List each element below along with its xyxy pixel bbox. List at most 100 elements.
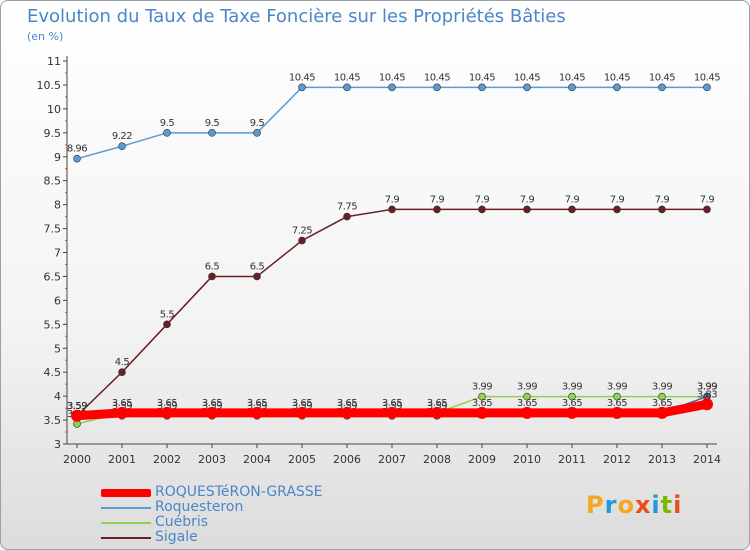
data-point xyxy=(73,154,81,163)
x-tick-label: 2008 xyxy=(423,453,451,466)
data-point xyxy=(118,142,126,151)
data-point xyxy=(523,205,531,214)
data-point xyxy=(658,83,666,92)
logo-letter: r xyxy=(604,491,618,519)
x-tick-label: 2007 xyxy=(378,453,406,466)
data-point xyxy=(523,392,531,401)
data-point xyxy=(523,83,531,92)
data-label: 9.22 xyxy=(112,131,132,142)
data-point xyxy=(343,83,351,92)
data-label: 7.9 xyxy=(430,194,445,205)
data-point xyxy=(613,205,621,214)
data-point xyxy=(568,83,576,92)
legend-item-cuebris: Cuébris xyxy=(101,515,323,530)
data-label: 3.65 xyxy=(337,398,357,409)
data-label: 3.65 xyxy=(202,398,222,409)
legend-item-sigale: Sigale xyxy=(101,530,323,545)
x-tick-label: 2002 xyxy=(153,453,181,466)
data-point xyxy=(341,406,353,419)
data-point xyxy=(568,392,576,401)
data-label: 3.59 xyxy=(157,401,177,412)
data-label: 10.45 xyxy=(289,72,315,83)
data-point xyxy=(476,406,488,419)
data-label: 10.45 xyxy=(379,72,405,83)
y-tick-label: 7.5 xyxy=(44,223,62,236)
data-label: 10.45 xyxy=(559,72,585,83)
data-label: 3.99 xyxy=(517,382,537,393)
legend-label: ROQUESTéRON-GRASSE xyxy=(155,484,323,500)
legend-item-roquesteron-grasse: ROQUESTéRON-GRASSE xyxy=(101,485,323,500)
data-point xyxy=(118,368,126,376)
legend-swatch xyxy=(101,521,151,524)
chart-title: Evolution du Taux de Taxe Foncière sur l… xyxy=(27,6,566,27)
data-point xyxy=(298,236,306,245)
data-label: 3.59 xyxy=(337,401,357,412)
data-label: 5.5 xyxy=(160,309,175,320)
data-point xyxy=(253,272,261,281)
y-tick-label: 11 xyxy=(47,55,61,68)
data-label: 7.9 xyxy=(700,194,715,205)
data-point xyxy=(568,205,576,214)
data-point xyxy=(163,320,171,329)
data-label: 3.65 xyxy=(427,398,447,409)
data-point xyxy=(703,205,711,214)
y-tick-label: 3 xyxy=(54,438,61,451)
x-tick-label: 2011 xyxy=(558,453,586,466)
logo-letter: o xyxy=(617,491,635,519)
y-tick-label: 3.5 xyxy=(44,414,62,427)
data-label: 7.25 xyxy=(292,226,312,237)
data-label: 6.5 xyxy=(250,261,265,272)
data-label: 10.45 xyxy=(514,72,540,83)
data-label: 7.9 xyxy=(385,194,400,205)
data-point xyxy=(521,406,533,419)
data-point xyxy=(161,406,173,419)
data-point xyxy=(658,205,666,214)
data-label: 7.9 xyxy=(520,194,535,205)
y-tick-label: 5 xyxy=(54,342,61,355)
data-point xyxy=(611,406,623,419)
data-point xyxy=(431,406,443,419)
chart-subtitle: (en %) xyxy=(27,30,64,43)
data-label: 8.96 xyxy=(67,144,87,155)
data-label: 4.5 xyxy=(115,357,130,368)
data-point xyxy=(296,406,308,419)
data-label: 3.99 xyxy=(472,382,492,393)
data-label: 3.65 xyxy=(517,398,537,409)
data-label: 7.9 xyxy=(475,194,490,205)
data-point xyxy=(433,205,441,214)
x-tick-label: 2014 xyxy=(693,453,721,466)
data-point xyxy=(388,205,396,214)
logo-letter: x xyxy=(634,491,652,519)
data-point xyxy=(251,406,263,419)
data-point xyxy=(656,406,668,419)
legend-swatch xyxy=(101,488,151,497)
data-label: 3.65 xyxy=(157,398,177,409)
data-label: 3.99 xyxy=(697,382,717,393)
legend-swatch xyxy=(101,536,151,539)
y-tick-label: 9 xyxy=(54,151,61,164)
data-point xyxy=(701,398,713,411)
data-point xyxy=(343,212,351,221)
data-label: 3.65 xyxy=(472,398,492,409)
data-point xyxy=(386,406,398,419)
data-label: 9.5 xyxy=(205,118,220,129)
x-tick-label: 2003 xyxy=(198,453,226,466)
legend-label: Sigale xyxy=(155,529,198,545)
x-tick-label: 2005 xyxy=(288,453,316,466)
data-label: 9.5 xyxy=(160,118,175,129)
data-label: 3.65 xyxy=(652,398,672,409)
data-point xyxy=(703,83,711,92)
logo-letter: i xyxy=(673,491,683,519)
x-tick-label: 2000 xyxy=(63,453,91,466)
data-label: 3.65 xyxy=(112,398,132,409)
data-label: 3.59 xyxy=(112,401,132,412)
data-point xyxy=(433,83,441,92)
data-point xyxy=(388,83,396,92)
data-label: 7.9 xyxy=(610,194,625,205)
x-tick-label: 2006 xyxy=(333,453,361,466)
data-label: 3.59 xyxy=(382,401,402,412)
y-tick-label: 6 xyxy=(54,294,61,307)
data-label: 3.65 xyxy=(607,398,627,409)
data-label: 10.45 xyxy=(604,72,630,83)
